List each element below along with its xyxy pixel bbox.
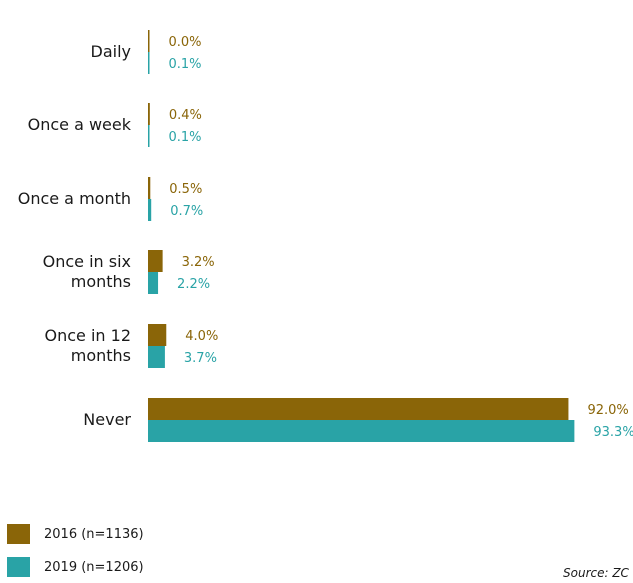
category-label: Once a week xyxy=(28,115,132,134)
legend-item-2016: 2016 (n=1136) xyxy=(7,524,144,544)
legend-swatch-2016 xyxy=(7,524,30,544)
category-label: Never xyxy=(83,410,131,429)
data-label: 0.4% xyxy=(169,108,202,123)
category-label: months xyxy=(71,346,131,365)
data-label: 0.1% xyxy=(169,57,202,72)
data-label: 3.2% xyxy=(182,255,215,270)
data-label: 4.0% xyxy=(185,329,218,344)
bar-2019 xyxy=(148,420,575,442)
data-label: 92.0% xyxy=(587,403,628,418)
bar-chart: Daily 0.0% 0.1% Once a week 0.4% 0.1% Once a m… xyxy=(18,30,633,442)
category-label: months xyxy=(71,272,131,291)
bar-2016 xyxy=(148,324,167,346)
category-label: Once a month xyxy=(18,189,131,208)
bar-2019 xyxy=(148,346,165,368)
legend-item-2019: 2019 (n=1206) xyxy=(7,557,144,577)
legend-swatch-2019 xyxy=(7,557,30,577)
legend-label-2019: 2019 (n=1206) xyxy=(44,559,144,575)
category-label: Daily xyxy=(91,42,131,61)
bar-2016 xyxy=(148,103,150,125)
data-label: 0.7% xyxy=(170,204,203,219)
category-label: Once in 12 xyxy=(45,326,132,345)
legend-label-2016: 2016 (n=1136) xyxy=(44,526,144,542)
data-label: 93.3% xyxy=(593,425,633,440)
data-label: 3.7% xyxy=(184,351,217,366)
bar-2016 xyxy=(148,30,150,52)
data-label: 0.0% xyxy=(169,35,202,50)
bar-2019 xyxy=(148,272,159,294)
data-label: 0.1% xyxy=(169,130,202,145)
bar-2016 xyxy=(148,250,163,272)
source-note: Source: ZC xyxy=(563,566,629,580)
bar-2016 xyxy=(148,398,569,420)
bar-2016 xyxy=(148,177,151,199)
bar-2019 xyxy=(148,199,152,221)
data-label: 2.2% xyxy=(177,277,210,292)
category-label: Once in six xyxy=(43,252,131,271)
bar-2019 xyxy=(148,52,150,74)
data-label: 0.5% xyxy=(169,182,202,197)
bar-2019 xyxy=(148,125,150,147)
